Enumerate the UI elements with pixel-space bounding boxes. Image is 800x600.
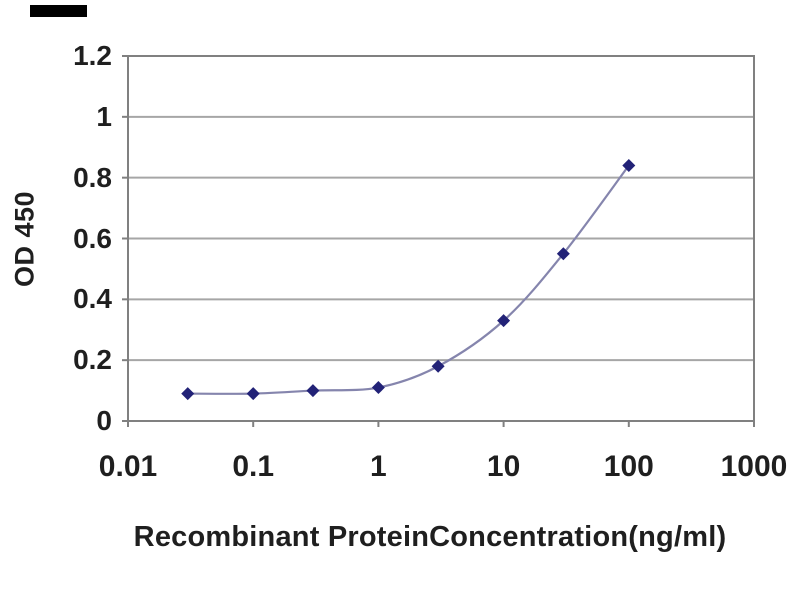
y-tick-label: 0 bbox=[96, 405, 112, 436]
plot-border bbox=[127, 55, 755, 422]
y-tick-label: 1.2 bbox=[73, 40, 112, 71]
gridlines bbox=[128, 55, 754, 362]
data-point-marker bbox=[497, 314, 511, 328]
y-tick-label: 0.4 bbox=[73, 283, 112, 315]
x-tick-label: 10 bbox=[486, 450, 521, 483]
series-markers bbox=[181, 159, 636, 401]
x-tick-label: 0.1 bbox=[232, 450, 275, 483]
x-tick-label: 0.01 bbox=[98, 450, 158, 483]
data-point-marker bbox=[306, 384, 320, 398]
x-tick-label: 100 bbox=[603, 450, 654, 483]
data-point-marker bbox=[556, 247, 570, 261]
y-tick-label: 0.6 bbox=[73, 222, 112, 254]
data-point-marker bbox=[371, 381, 385, 395]
y-tick-label: 0.8 bbox=[73, 161, 112, 193]
data-point-marker bbox=[431, 359, 445, 373]
data-point-marker bbox=[181, 387, 195, 401]
x-tick-label: 1 bbox=[370, 450, 387, 483]
y-tick-label: 0.2 bbox=[73, 344, 112, 376]
y-tick-label: 1 bbox=[96, 100, 112, 132]
x-tick-label: 1000 bbox=[720, 450, 788, 483]
data-point-marker bbox=[622, 159, 636, 172]
x-axis-title: Recombinant ProteinConcentration(ng/ml) bbox=[133, 521, 727, 553]
logo-bar bbox=[30, 5, 87, 17]
data-point-marker bbox=[246, 387, 260, 401]
